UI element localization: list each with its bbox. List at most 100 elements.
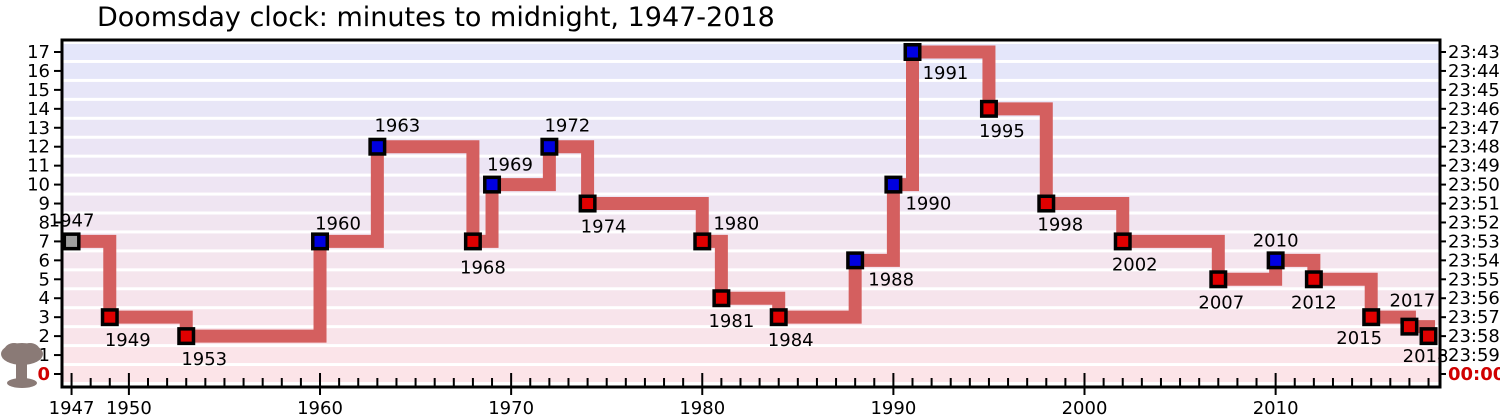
point-label-1947: 1947 [49, 210, 95, 231]
right-tick-label-8: 23:52 [1448, 212, 1500, 233]
right-tick-label-2: 23:58 [1448, 326, 1500, 347]
marker-1990 [887, 179, 899, 191]
marker-1968 [467, 235, 479, 247]
band-11 [62, 157, 1440, 174]
point-label-1960: 1960 [315, 213, 361, 234]
marker-1980 [696, 235, 708, 247]
x-tick-label-1950: 1950 [106, 398, 152, 416]
marker-1963 [371, 141, 383, 153]
marker-2012 [1308, 273, 1320, 285]
right-tick-label-3: 23:57 [1448, 307, 1500, 328]
left-tick-label-16: 16 [27, 61, 50, 82]
marker-1991 [906, 46, 918, 58]
marker-2007 [1212, 273, 1224, 285]
point-label-1980: 1980 [713, 213, 759, 234]
right-y-axis: 00:0023:5923:5823:5723:5623:5523:5423:53… [1440, 42, 1500, 385]
band-7 [62, 233, 1440, 250]
left-tick-label-7: 7 [39, 231, 50, 252]
band-6 [62, 252, 1440, 269]
band-15 [62, 81, 1440, 98]
left-tick-label-10: 10 [27, 175, 50, 196]
right-tick-label-14: 23:46 [1448, 99, 1500, 120]
left-tick-label-11: 11 [27, 156, 50, 177]
left-tick-label-2: 2 [39, 326, 50, 347]
plot-frame [60, 38, 1442, 389]
marker-1974 [582, 198, 594, 210]
band-0 [62, 366, 1440, 382]
x-tick-label-2010: 2010 [1253, 398, 1299, 416]
point-label-2017: 2017 [1390, 291, 1436, 312]
right-tick-label-13: 23:47 [1448, 118, 1500, 139]
point-label-1972: 1972 [544, 116, 590, 137]
x-tick-label-1960: 1960 [297, 398, 343, 416]
band-8 [62, 214, 1440, 231]
point-label-1974: 1974 [581, 217, 627, 238]
left-tick-label-12: 12 [27, 137, 50, 158]
left-tick-label-13: 13 [27, 118, 50, 139]
left-tick-label-4: 4 [39, 288, 50, 309]
marker-1969 [486, 179, 498, 191]
marker-1947 [66, 235, 78, 247]
marker-2017 [1403, 321, 1415, 333]
point-label-1953: 1953 [181, 349, 227, 370]
x-tick-label-2000: 2000 [1062, 398, 1108, 416]
point-label-1963: 1963 [374, 116, 420, 137]
left-tick-label-0: 0 [37, 364, 50, 385]
marker-2002 [1117, 235, 1129, 247]
x-axis: 1947 1950 1960 1970 1980 1990 2000 2010 [49, 373, 1430, 416]
band-1 [62, 347, 1440, 364]
point-label-1984: 1984 [768, 330, 814, 351]
band-3 [62, 309, 1440, 326]
point-label-1988: 1988 [868, 269, 914, 290]
point-label-1995: 1995 [979, 121, 1025, 142]
marker-1953 [180, 330, 192, 342]
point-labels: 1947 1949 1953 1960 1963 1968 1969 1972 1974 1980… [49, 63, 1449, 370]
point-label-1990: 1990 [905, 194, 951, 215]
point-label-1991: 1991 [923, 63, 969, 84]
marker-1972 [543, 141, 555, 153]
marker-1949 [104, 311, 116, 323]
band-5 [62, 271, 1440, 288]
mushroom-cloud-icon [1, 343, 43, 388]
x-tick-label-1980: 1980 [679, 398, 725, 416]
plot-border [60, 38, 1442, 389]
right-tick-label-0: 00:00 [1448, 364, 1500, 385]
marker-1995 [983, 103, 995, 115]
marker-1960 [314, 235, 326, 247]
right-tick-label-11: 23:49 [1448, 156, 1500, 177]
marker-1984 [773, 311, 785, 323]
x-tick-label-1947: 1947 [49, 398, 95, 416]
left-tick-label-6: 6 [39, 250, 50, 271]
point-label-2002: 2002 [1112, 254, 1158, 275]
marker-2010 [1270, 254, 1282, 266]
left-tick-label-17: 17 [27, 42, 50, 63]
right-tick-label-9: 23:51 [1448, 194, 1500, 215]
left-tick-label-9: 9 [39, 194, 50, 215]
chart-title: Doomsday clock: minutes to midnight, 194… [97, 2, 775, 33]
marker-2018 [1423, 330, 1435, 342]
step-path [71, 45, 1436, 343]
marker-1998 [1040, 198, 1052, 210]
marker-1988 [849, 254, 861, 266]
point-label-2007: 2007 [1198, 292, 1244, 313]
right-tick-label-1: 23:59 [1448, 345, 1500, 366]
left-tick-label-1: 1 [39, 345, 50, 366]
point-label-2018: 2018 [1403, 346, 1449, 367]
point-label-1969: 1969 [487, 155, 533, 176]
left-tick-label-5: 5 [39, 269, 50, 290]
point-label-2015: 2015 [1336, 328, 1382, 349]
band-14 [62, 100, 1440, 117]
right-tick-label-6: 23:54 [1448, 250, 1500, 271]
point-label-2010: 2010 [1253, 230, 1299, 251]
point-label-1949: 1949 [105, 330, 151, 351]
point-label-2012: 2012 [1291, 292, 1337, 313]
x-tick-label-1970: 1970 [488, 398, 534, 416]
point-label-1968: 1968 [460, 257, 506, 278]
background-bands [62, 44, 1440, 382]
right-tick-label-5: 23:55 [1448, 269, 1500, 290]
right-tick-label-7: 23:53 [1448, 231, 1500, 252]
left-tick-label-14: 14 [27, 99, 50, 120]
right-tick-label-17: 23:43 [1448, 42, 1500, 63]
